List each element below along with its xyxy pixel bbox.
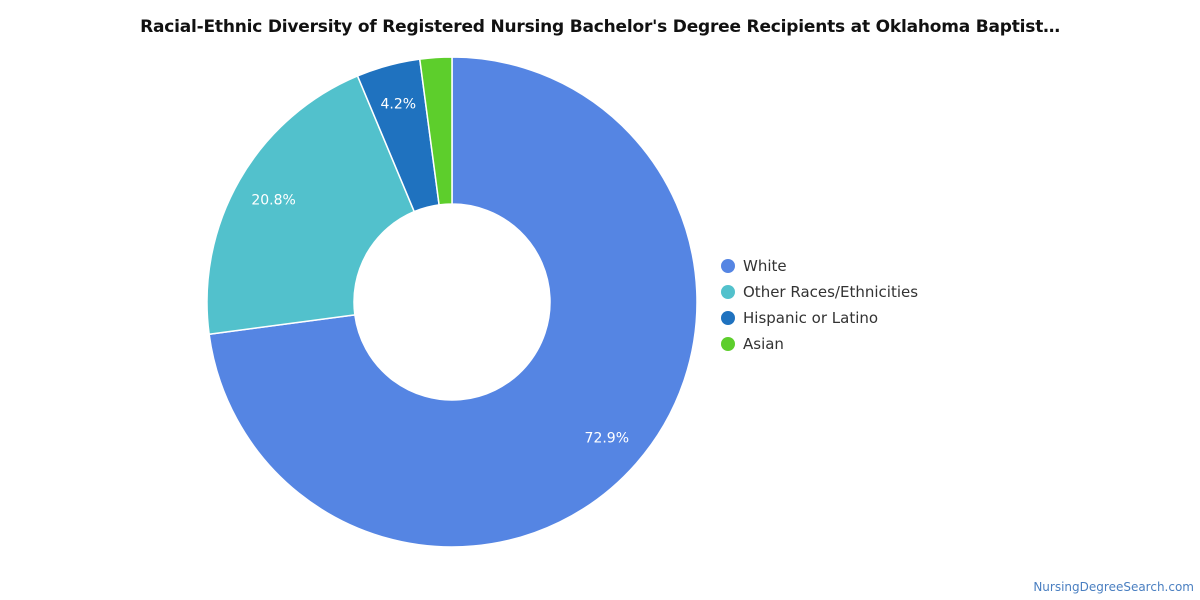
legend-swatch <box>721 311 735 325</box>
legend-swatch <box>721 259 735 273</box>
slice-value-label: 20.8% <box>251 192 295 208</box>
legend-swatch <box>721 337 735 351</box>
legend-label: White <box>743 257 787 275</box>
slice-asian[interactable] <box>418 56 453 206</box>
source-credit-link[interactable]: NursingDegreeSearch.com <box>1033 580 1194 594</box>
legend-item-asian[interactable]: Asian <box>721 331 918 357</box>
legend-item-hispanic[interactable]: Hispanic or Latino <box>721 305 918 331</box>
legend-item-other-races[interactable]: Other Races/Ethnicities <box>721 279 918 305</box>
legend-item-white[interactable]: White <box>721 253 918 279</box>
legend: White Other Races/Ethnicities Hispanic o… <box>721 253 918 357</box>
legend-label: Other Races/Ethnicities <box>743 283 919 301</box>
slice-value-label: 72.9% <box>585 431 629 447</box>
slice-value-label: 4.2% <box>381 96 417 112</box>
legend-swatch <box>721 285 735 299</box>
legend-label: Asian <box>743 335 784 353</box>
slice-white[interactable] <box>208 56 698 548</box>
chart-title: Racial-Ethnic Diversity of Registered Nu… <box>140 17 1060 37</box>
legend-label: Hispanic or Latino <box>743 309 879 327</box>
slice-other-races-ethnicities[interactable] <box>206 74 416 336</box>
